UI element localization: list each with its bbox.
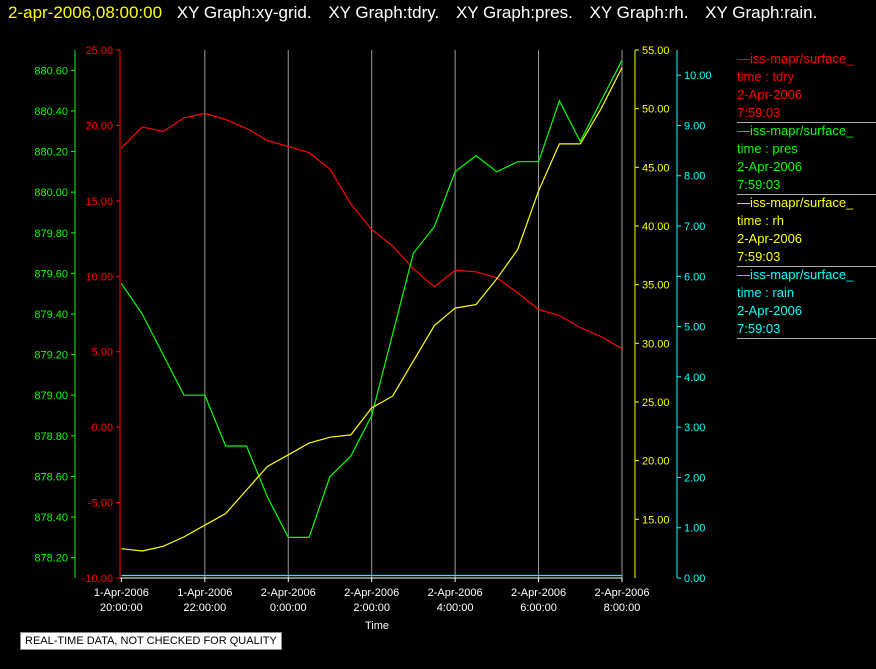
x-tick-label-date: 1-Apr-2006 bbox=[177, 587, 232, 599]
header-title-pres: XY Graph:pres. bbox=[455, 3, 573, 22]
y-tick-label-rain: 0.00 bbox=[684, 573, 705, 585]
y-tick-label-rain: 8.00 bbox=[684, 171, 705, 183]
header-title-rh: XY Graph:rh. bbox=[589, 3, 689, 22]
legend-entry-rh: —iss-mapr/surface_ time : rh 2-Apr-2006 … bbox=[737, 194, 876, 267]
series-line-tdry bbox=[120, 112, 623, 350]
x-tick-label-date: 2-Apr-2006 bbox=[511, 587, 566, 599]
y-tick-label-tdry: 0.00 bbox=[92, 422, 113, 434]
legend-series-date: 2-Apr-2006 bbox=[737, 231, 803, 246]
legend-series-clock: 7:59:03 bbox=[737, 177, 781, 192]
legend-series-name: —iss-mapr/surface_ bbox=[737, 123, 854, 138]
header-title-xy-grid: XY Graph:xy-grid. bbox=[176, 3, 312, 22]
y-tick-label-rain: 5.00 bbox=[684, 322, 705, 334]
legend-series-field: time : pres bbox=[737, 141, 798, 156]
y-tick-label-rain: 7.00 bbox=[684, 221, 705, 233]
y-tick-label-pres: 878.80 bbox=[34, 431, 68, 443]
y-tick-label-rh: 30.00 bbox=[642, 338, 670, 350]
x-tick-label-time: 6:00:00 bbox=[520, 602, 557, 614]
y-tick-label-rh: 40.00 bbox=[642, 221, 670, 233]
legend-series-name: —iss-mapr/surface_ bbox=[737, 267, 854, 282]
series-line-rh bbox=[121, 67, 623, 552]
y-tick-label-tdry: 20.00 bbox=[85, 120, 113, 132]
x-tick-label-time: 8:00:00 bbox=[604, 602, 641, 614]
y-tick-label-rh: 35.00 bbox=[642, 280, 670, 292]
y-tick-label-tdry: 25.00 bbox=[85, 45, 113, 57]
header-bar: 2-apr-2006,08:00:00 XY Graph:xy-grid. XY… bbox=[8, 3, 829, 23]
y-tick-label-rain: 3.00 bbox=[684, 422, 705, 434]
series-line-pres bbox=[120, 59, 623, 539]
y-tick-label-pres: 880.00 bbox=[34, 187, 68, 199]
x-tick-label-date: 1-Apr-2006 bbox=[94, 587, 149, 599]
legend-series-date: 2-Apr-2006 bbox=[737, 159, 803, 174]
legend-entry-tdry: —iss-mapr/surface_ time : tdry 2-Apr-200… bbox=[737, 50, 876, 123]
y-tick-label-tdry: -5.00 bbox=[88, 498, 113, 510]
legend-series-date: 2-Apr-2006 bbox=[737, 87, 803, 102]
y-tick-label-rh: 50.00 bbox=[642, 104, 670, 116]
header-title-tdry: XY Graph:tdry. bbox=[328, 3, 440, 22]
x-tick-label-date: 2-Apr-2006 bbox=[594, 587, 649, 599]
y-tick-label-rh: 20.00 bbox=[642, 456, 670, 468]
y-tick-label-rh: 45.00 bbox=[642, 162, 670, 174]
y-tick-label-tdry: 5.00 bbox=[92, 347, 113, 359]
header-time: 2-apr-2006,08:00:00 bbox=[8, 3, 163, 22]
y-tick-label-tdry: 15.00 bbox=[85, 196, 113, 208]
y-tick-label-rain: 1.00 bbox=[684, 523, 705, 535]
y-tick-label-pres: 879.40 bbox=[34, 309, 68, 321]
y-tick-label-rh: 25.00 bbox=[642, 397, 670, 409]
y-tick-label-pres: 880.40 bbox=[34, 106, 68, 118]
y-tick-label-pres: 879.20 bbox=[34, 350, 68, 362]
y-tick-label-rain: 9.00 bbox=[684, 120, 705, 132]
legend-series-field: time : rain bbox=[737, 285, 795, 300]
x-tick-label-date: 2-Apr-2006 bbox=[428, 587, 483, 599]
legend-entry-rain: —iss-mapr/surface_ time : rain 2-Apr-200… bbox=[737, 266, 876, 339]
x-tick-label-time: 0:00:00 bbox=[270, 602, 307, 614]
header-title-rain: XY Graph:rain. bbox=[705, 3, 818, 22]
y-tick-label-rain: 4.00 bbox=[684, 372, 705, 384]
x-tick-label-time: 4:00:00 bbox=[437, 602, 474, 614]
y-tick-label-pres: 879.00 bbox=[34, 390, 68, 402]
legend-series-clock: 7:59:03 bbox=[737, 249, 781, 264]
y-tick-label-pres: 878.40 bbox=[34, 512, 68, 524]
y-tick-label-pres: 878.20 bbox=[34, 553, 68, 565]
y-tick-label-pres: 879.60 bbox=[34, 268, 68, 280]
legend-series-name: —iss-mapr/surface_ bbox=[737, 51, 854, 66]
y-tick-label-pres: 879.80 bbox=[34, 228, 68, 240]
legend-series-date: 2-Apr-2006 bbox=[737, 303, 803, 318]
quality-note: REAL-TIME DATA, NOT CHECKED FOR QUALITY bbox=[20, 632, 282, 650]
x-tick-label-time: 22:00:00 bbox=[183, 602, 226, 614]
x-axis-label: Time bbox=[365, 620, 389, 632]
legend-series-clock: 7:59:03 bbox=[737, 105, 781, 120]
x-tick-label-time: 2:00:00 bbox=[353, 602, 390, 614]
legend-series-name: —iss-mapr/surface_ bbox=[737, 195, 854, 210]
legend-series-field: time : rh bbox=[737, 213, 784, 228]
y-tick-label-pres: 880.20 bbox=[34, 147, 68, 159]
y-tick-label-rh: 55.00 bbox=[642, 45, 670, 57]
x-tick-label-date: 2-Apr-2006 bbox=[261, 587, 316, 599]
y-tick-label-rain: 2.00 bbox=[684, 472, 705, 484]
x-tick-label-time: 20:00:00 bbox=[100, 602, 143, 614]
y-tick-label-pres: 880.60 bbox=[34, 65, 68, 77]
legend-series-clock: 7:59:03 bbox=[737, 321, 781, 336]
legend-entry-pres: —iss-mapr/surface_ time : pres 2-Apr-200… bbox=[737, 122, 876, 195]
y-tick-label-rain: 10.00 bbox=[684, 70, 712, 82]
y-tick-label-tdry: -10.00 bbox=[82, 573, 113, 585]
y-tick-label-pres: 878.60 bbox=[34, 471, 68, 483]
y-tick-label-rh: 15.00 bbox=[642, 514, 670, 526]
y-tick-label-tdry: 10.00 bbox=[85, 271, 113, 283]
x-tick-label-date: 2-Apr-2006 bbox=[344, 587, 399, 599]
y-tick-label-rain: 6.00 bbox=[684, 271, 705, 283]
legend-series-field: time : tdry bbox=[737, 69, 795, 84]
